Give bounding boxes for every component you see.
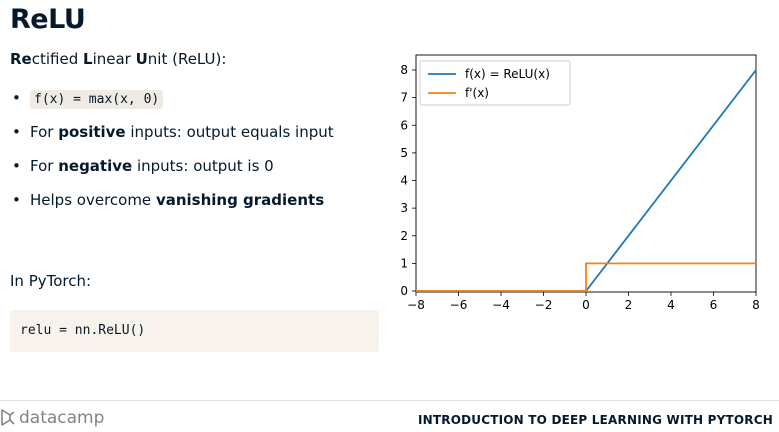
subtitle-part: Re [10, 50, 32, 68]
subtitle-part: nit (ReLU): [147, 50, 227, 68]
series-line [416, 262, 756, 292]
y-tick-label: 4 [400, 174, 408, 188]
slide-title: ReLU [10, 4, 86, 35]
bullet-text: For [30, 123, 59, 141]
code-text: relu = nn.ReLU() [20, 323, 146, 338]
bullet-bold: negative [58, 157, 133, 175]
x-tick-label: 4 [667, 298, 675, 312]
subtitle-part: ctified [31, 50, 83, 68]
x-tick-label: −4 [492, 298, 510, 312]
bullet-bold: vanishing gradients [155, 191, 325, 209]
x-tick-label: −8 [407, 298, 425, 312]
logo-text: datacamp [19, 408, 105, 428]
x-tick-label: 8 [752, 298, 760, 312]
bullet-text: inputs: output is 0 [132, 157, 274, 175]
bullet-item: For negative inputs: output is 0 [10, 156, 380, 190]
y-tick-label: 6 [400, 118, 408, 132]
legend-label: f'(x) [465, 86, 489, 100]
x-tick-label: 2 [625, 298, 633, 312]
footer-divider [0, 400, 779, 401]
y-tick-label: 1 [400, 256, 408, 270]
y-tick-label: 7 [400, 91, 408, 105]
inline-code: f(x) = max(x, 0) [30, 90, 164, 109]
bullet-text: inputs: output equals input [125, 123, 334, 141]
y-tick-label: 2 [400, 229, 408, 243]
bullet-item: f(x) = max(x, 0) [10, 88, 380, 122]
pytorch-label: In PyTorch: [10, 272, 92, 290]
slide-subtitle: Rectified Linear Unit (ReLU): [10, 50, 226, 68]
x-tick-label: 0 [582, 298, 590, 312]
datacamp-logo-icon [1, 409, 15, 426]
code-block: relu = nn.ReLU() [10, 310, 379, 352]
relu-chart: −8 −6 −4 −2 0 2 4 6 8 0 1 2 3 4 5 6 7 8 f(x) = ReLU(x) f'(x… [400, 54, 760, 312]
bullet-item: Helps overcome vanishing gradients [10, 190, 380, 224]
legend-box [419, 60, 571, 106]
bullet-text: For [30, 157, 59, 175]
x-tick-label: −2 [535, 298, 553, 312]
subtitle-part: L [83, 50, 93, 68]
y-tick-label: 5 [400, 146, 408, 160]
subtitle-part: U [135, 50, 148, 68]
y-tick-label: 0 [400, 284, 408, 298]
course-title: INTRODUCTION TO DEEP LEARNING WITH PYTOR… [417, 413, 773, 427]
bullet-text: Helps overcome [30, 191, 156, 209]
datacamp-logo: datacamp [0, 408, 104, 428]
bullet-bold: positive [58, 123, 126, 141]
y-tick-label: 3 [400, 201, 408, 215]
x-tick-label: −6 [450, 298, 468, 312]
subtitle-part: inear [92, 50, 136, 68]
legend-label: f(x) = ReLU(x) [465, 67, 550, 81]
bullet-item: For positive inputs: output equals input [10, 122, 380, 156]
y-tick-label: 8 [400, 63, 408, 77]
bullet-list: f(x) = max(x, 0) For positive inputs: ou… [10, 88, 380, 224]
x-tick-label: 6 [710, 298, 718, 312]
